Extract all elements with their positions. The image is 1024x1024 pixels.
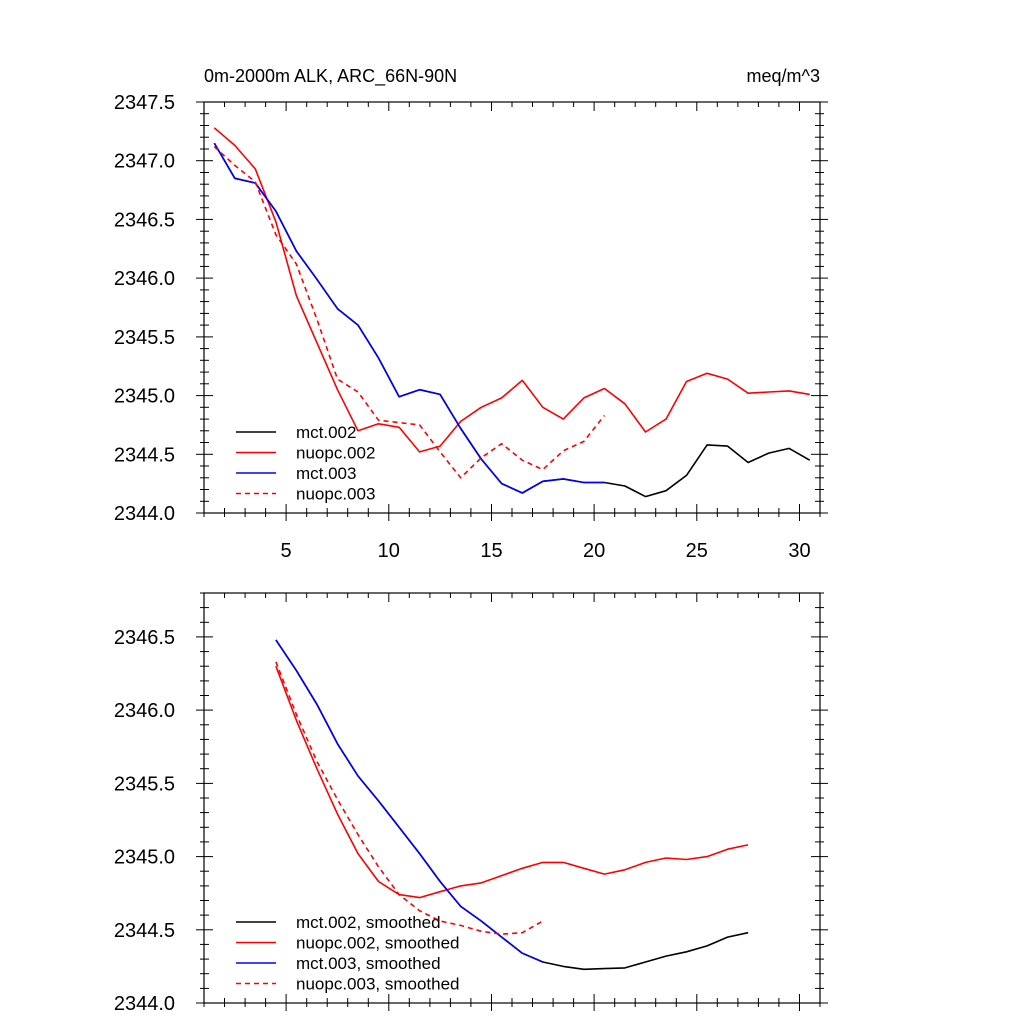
bottom-series-line-2 <box>275 665 749 899</box>
top-panel-series <box>213 127 811 498</box>
bottom-panel: 2344.0 2344.5 2345.0 2345.5 2346.0 2346.5 mct… <box>114 592 828 1015</box>
top-panel-frame <box>203 101 821 514</box>
top-series-line-3 <box>213 142 605 494</box>
y-tick-label: 2345.0 <box>114 386 175 408</box>
top-legend-label-3: mct.003 <box>296 464 356 483</box>
bottom-legend-label-4: nuopc.003, smoothed <box>296 975 460 994</box>
y-tick-label: 2347.0 <box>114 151 175 173</box>
top-panel: 0m-2000m ALK, ARC_66N-90N meq/m^3 5 10 15 2… <box>114 66 828 562</box>
bottom-series-line-4 <box>275 661 544 936</box>
x-tick-label: 25 <box>686 540 708 562</box>
x-tick-label: 15 <box>480 540 502 562</box>
y-tick-label: 2345.5 <box>114 773 175 795</box>
y-tick-label: 2347.5 <box>114 92 175 114</box>
x-tick-label: 10 <box>378 540 400 562</box>
y-tick-label: 2346.5 <box>114 627 175 649</box>
top-legend-label-2: nuopc.002 <box>296 444 375 463</box>
y-tick-label: 2344.5 <box>114 920 175 942</box>
y-tick-label: 2346.0 <box>114 268 175 290</box>
top-legend-label-1: mct.002 <box>296 423 356 442</box>
top-panel-units: meq/m^3 <box>747 66 820 86</box>
top-panel-ticks: 5 10 15 20 25 30 2344.0 2344.5 2345.0 2345.5 2346.… <box>114 92 828 562</box>
y-tick-label: 2345.5 <box>114 327 175 349</box>
y-tick-label: 2344.0 <box>114 503 175 525</box>
bottom-legend-label-2: nuopc.002, smoothed <box>296 934 460 953</box>
bottom-panel-frame <box>203 592 821 1004</box>
x-tick-label: 30 <box>788 540 810 562</box>
bottom-panel-series <box>275 639 749 971</box>
top-panel-title: 0m-2000m ALK, ARC_66N-90N <box>204 66 457 87</box>
bottom-panel-legend: mct.002, smoothed nuopc.002, smoothedmct.… <box>236 913 460 994</box>
bottom-legend-label-3: mct.003, smoothed <box>296 954 441 973</box>
x-tick-label: 20 <box>583 540 605 562</box>
x-tick-label: 5 <box>281 540 292 562</box>
y-tick-label: 2344.0 <box>114 993 175 1015</box>
y-tick-label: 2346.0 <box>114 700 175 722</box>
y-tick-label: 2346.5 <box>114 209 175 231</box>
bottom-legend-label-1: mct.002, smoothed <box>296 913 441 932</box>
y-tick-label: 2344.5 <box>114 444 175 466</box>
top-legend-label-4: nuopc.003 <box>296 485 375 504</box>
top-series-line-4 <box>213 146 606 479</box>
top-series-line-2 <box>213 127 810 453</box>
y-tick-label: 2345.0 <box>114 847 175 869</box>
bottom-panel-ticks: 2344.0 2344.5 2345.0 2345.5 2346.0 2346.5 <box>114 592 828 1015</box>
